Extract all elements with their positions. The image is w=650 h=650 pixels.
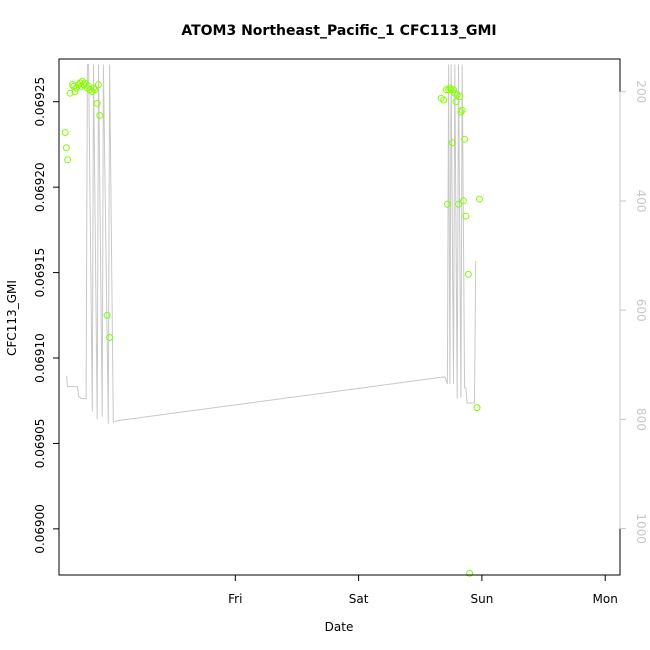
data-point (462, 212, 470, 220)
x-axis-label: Date (325, 620, 354, 634)
data-point (461, 135, 469, 143)
data-point (445, 86, 453, 94)
data-point (452, 98, 460, 106)
right-tick-label: 1000 (634, 513, 648, 544)
y-axis-label: CFC113_GMI (5, 280, 19, 356)
data-point (64, 156, 72, 164)
data-point (61, 129, 69, 136)
data-point (446, 84, 454, 92)
data-point (450, 86, 457, 94)
x-tick-label: Sat (349, 592, 369, 606)
x-tick-label: Sun (470, 592, 493, 606)
right-tick-label: 400 (634, 190, 648, 213)
data-point (455, 200, 462, 208)
data-point (443, 200, 451, 208)
data-point (91, 86, 99, 94)
data-point (475, 195, 483, 203)
data-point (440, 96, 448, 104)
data-point (442, 86, 450, 94)
chart-title: ATOM3 Northeast_Pacific_1 CFC113_GMI (181, 23, 496, 39)
data-point (473, 404, 481, 412)
y-tick-label: 0.06925 (33, 77, 47, 127)
y-tick-label: 0.06905 (33, 419, 47, 469)
data-point (66, 89, 74, 97)
data-point (448, 139, 456, 147)
data-point (103, 311, 111, 319)
y-axis: 0.06900 0.06905 0.06910 0.06915 0.06920 0.069… (33, 77, 60, 554)
plot-frame (58, 58, 621, 576)
altitude-line (65, 64, 477, 424)
data-point (85, 82, 93, 90)
cfc113-point-series (61, 77, 483, 577)
right-tick-label: 600 (634, 299, 648, 322)
data-point (456, 93, 464, 101)
altitude-line-series (65, 64, 477, 424)
x-axis: Fri Sat Sun Mon (228, 574, 618, 606)
right-axis: 200 400 600 800 1000 (619, 80, 648, 544)
x-tick-label: Mon (593, 592, 618, 606)
right-tick-label: 200 (634, 80, 648, 103)
data-point (93, 99, 101, 107)
data-point (464, 270, 472, 278)
data-point (96, 111, 104, 119)
data-point (459, 197, 467, 205)
data-point (95, 81, 102, 89)
y-tick-label: 0.06915 (33, 248, 47, 298)
data-point (458, 106, 466, 114)
right-tick-label: 800 (634, 408, 648, 431)
data-point (71, 88, 79, 95)
data-point (90, 84, 97, 92)
y-tick-label: 0.06920 (33, 162, 47, 212)
x-tick-label: Fri (228, 592, 242, 606)
y-tick-label: 0.06900 (33, 504, 47, 554)
data-point (466, 569, 474, 577)
data-point (106, 334, 114, 341)
y-tick-label: 0.06910 (33, 333, 47, 383)
data-point (62, 144, 70, 152)
data-point (457, 108, 465, 116)
